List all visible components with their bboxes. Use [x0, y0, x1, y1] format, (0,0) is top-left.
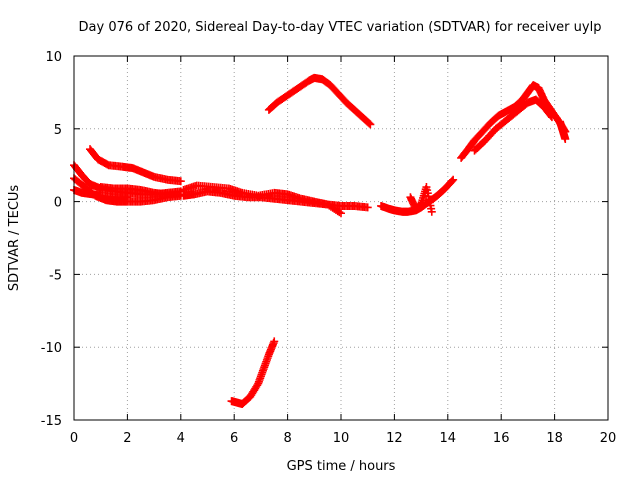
x-tick-label: 6 [230, 431, 238, 446]
axis-ticks: 0 2 4 6 8 10 12 14 16 18 20 -15 -10 -5 0 5 10 [41, 50, 617, 446]
series-track-j [457, 81, 570, 162]
data-point [363, 203, 372, 212]
data-point [335, 208, 344, 217]
series-track-g [179, 181, 345, 218]
data-point [176, 177, 185, 186]
data-point [366, 120, 375, 129]
data-point [448, 176, 457, 185]
data-point [427, 207, 436, 216]
x-tick-label: 8 [283, 431, 291, 446]
data-points [70, 73, 570, 408]
data-point [561, 134, 570, 143]
y-tick-label: -15 [41, 414, 62, 429]
y-tick-label: 10 [45, 50, 62, 65]
x-tick-label: 18 [546, 431, 563, 446]
series-track-l [555, 117, 570, 143]
data-point [547, 113, 556, 122]
x-tick-label: 10 [333, 431, 350, 446]
data-point [546, 111, 555, 120]
grid [74, 56, 608, 420]
x-tick-label: 2 [123, 431, 131, 446]
series-track-e [96, 183, 185, 199]
series-track-c [70, 185, 132, 202]
y-tick-label: -5 [49, 268, 62, 283]
series-track-n [227, 337, 279, 408]
data-point [365, 119, 374, 128]
x-tick-label: 20 [600, 431, 617, 446]
series-track-d [86, 145, 185, 186]
x-tick-label: 0 [70, 431, 78, 446]
data-point [337, 209, 345, 218]
x-axis-label: GPS time / hours [287, 459, 396, 474]
chart-title: Day 076 of 2020, Sidereal Day-to-day VTE… [79, 20, 602, 35]
series-track-m [264, 73, 375, 129]
series-track-k [470, 95, 556, 155]
x-tick-label: 16 [493, 431, 510, 446]
data-point [123, 193, 132, 202]
x-tick-label: 12 [386, 431, 403, 446]
plot-frame [73, 55, 609, 421]
y-axis-label: SDTVAR / TECUs [7, 185, 22, 292]
x-tick-label: 4 [177, 431, 185, 446]
y-tick-label: 5 [54, 123, 62, 138]
series-track-i [406, 183, 436, 216]
y-tick-label: -10 [41, 341, 62, 356]
data-point [270, 337, 279, 346]
y-tick-label: 0 [54, 196, 62, 211]
data-point [449, 175, 458, 184]
x-tick-label: 14 [440, 431, 457, 446]
